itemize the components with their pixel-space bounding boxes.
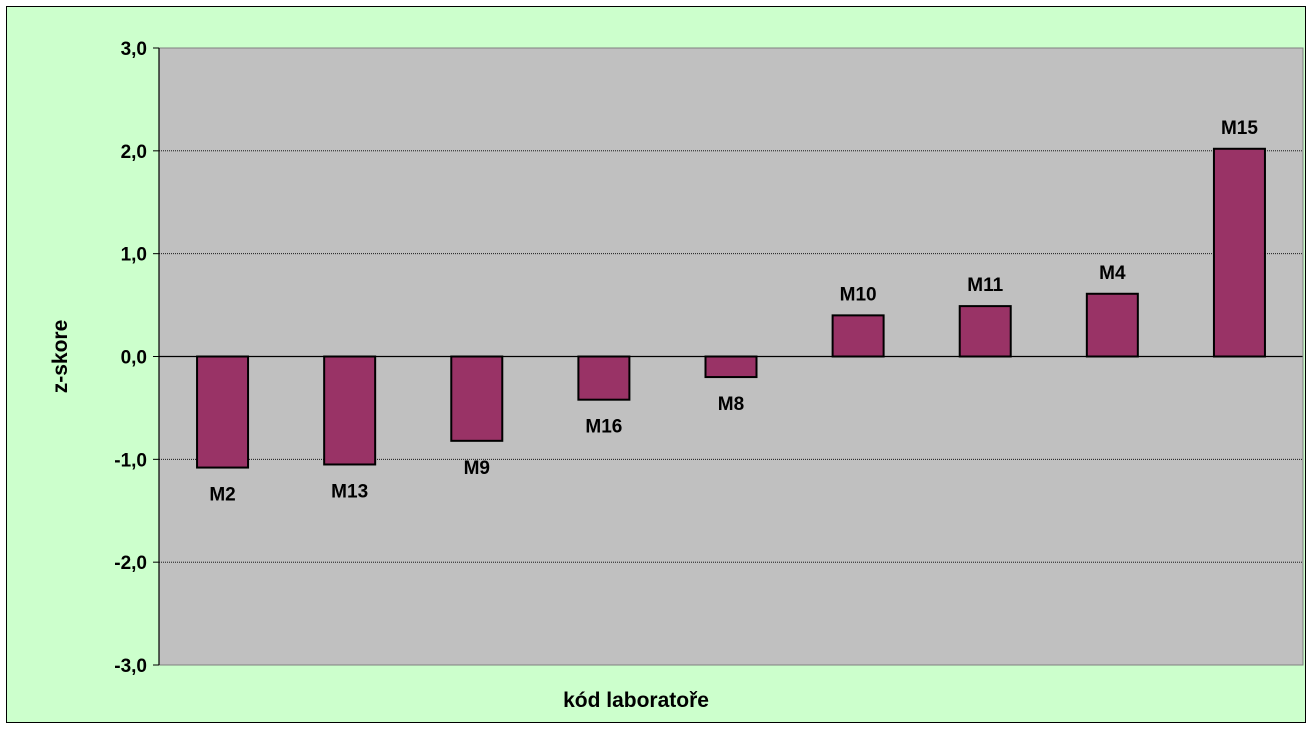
bar-M16 [577, 355, 631, 401]
y-tick-label: -3,0 [114, 656, 147, 677]
bar-M10 [831, 314, 885, 358]
y-tick-label: -2,0 [114, 553, 147, 574]
y-tick-label: 1,0 [121, 245, 147, 266]
data-label-M9: M9 [464, 458, 490, 479]
data-label-M16: M16 [585, 417, 622, 438]
bar-data-labels: M2 M13 M9 M16 M8 M10 M11 M4 M15 [209, 118, 1258, 506]
y-tick-label: 2,0 [121, 142, 147, 163]
data-label-M15: M15 [1221, 118, 1258, 139]
y-tick-label: 3,0 [121, 39, 147, 60]
bar-M11 [958, 305, 1012, 358]
chart-area: 3,0 2,0 1,0 0,0 -1,0 -2,0 -3,0 M2 M13 M9 M16 M8 M10… [6, 6, 1306, 723]
bar-M8 [704, 355, 758, 379]
z-score-bar-chart: 3,0 2,0 1,0 0,0 -1,0 -2,0 -3,0 M2 M13 M9 M16 M8 M10… [7, 7, 1305, 722]
bar-M9 [450, 355, 504, 442]
data-label-M8: M8 [718, 394, 744, 415]
bar-M2 [196, 355, 250, 469]
bar-M15 [1212, 147, 1266, 358]
y-tick-label: 0,0 [121, 348, 147, 369]
x-axis-title: kód laboratoře [563, 689, 709, 712]
y-tick-label: -1,0 [114, 450, 147, 471]
data-label-M2: M2 [209, 485, 235, 506]
bar-M13 [323, 355, 377, 466]
data-label-M4: M4 [1099, 263, 1126, 284]
data-label-M11: M11 [967, 275, 1003, 296]
y-axis-tick-labels: 3,0 2,0 1,0 0,0 -1,0 -2,0 -3,0 [114, 39, 160, 677]
y-axis-title: z-skore [49, 320, 72, 394]
bar-M4 [1085, 292, 1139, 358]
data-label-M13: M13 [331, 481, 368, 502]
data-label-M10: M10 [840, 284, 877, 305]
